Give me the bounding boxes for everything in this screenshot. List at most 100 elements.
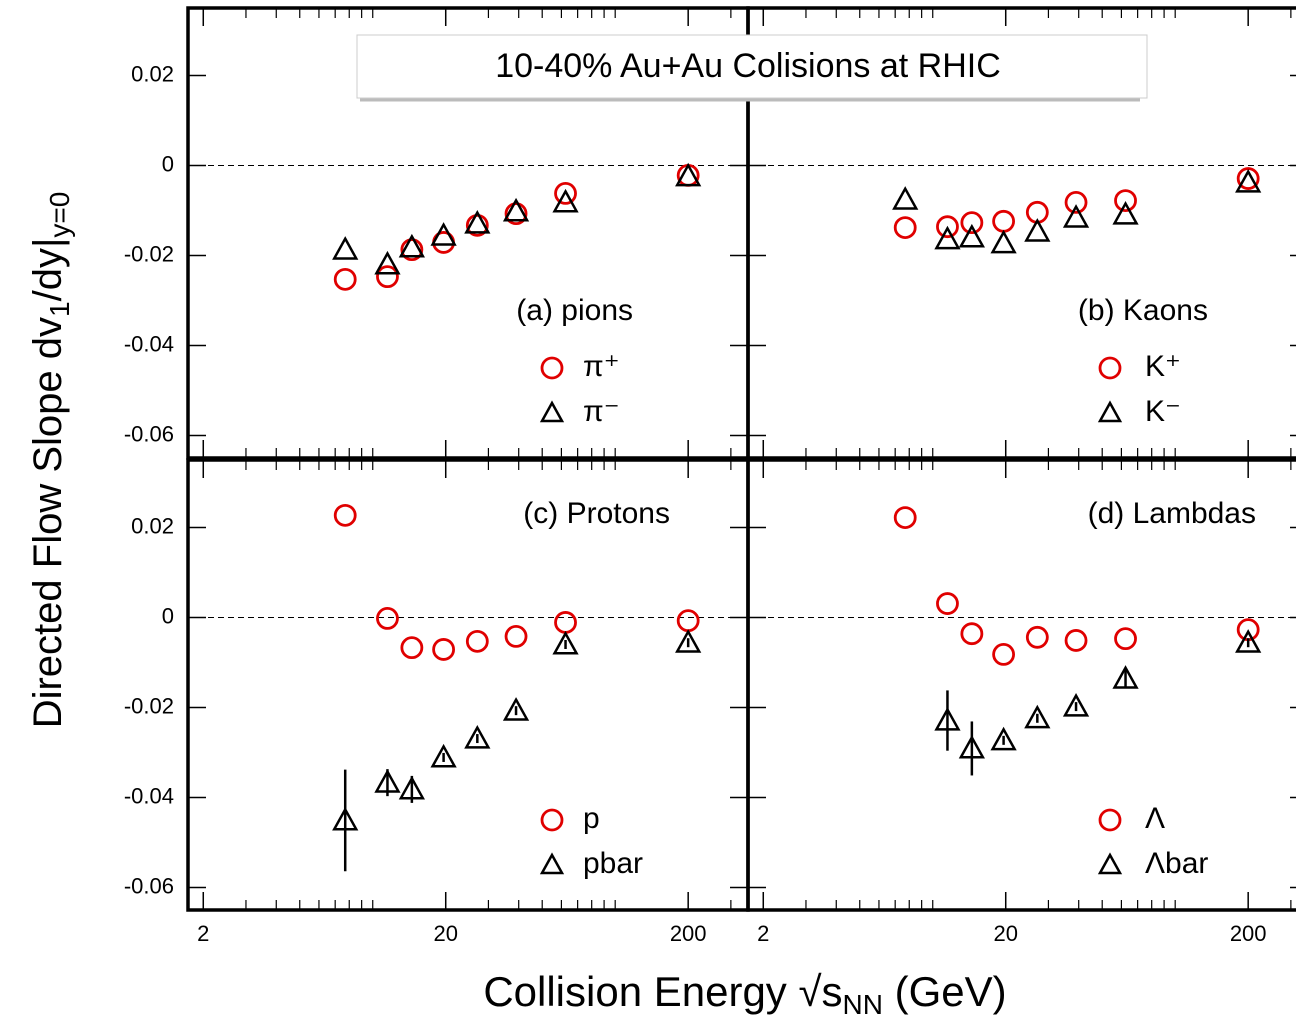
marker <box>465 213 489 237</box>
legend-label: π⁻ <box>583 395 620 428</box>
chart-title: 10-40% Au+Au Colisions at RHIC <box>495 47 1001 85</box>
marker <box>1062 204 1090 228</box>
y-tick-label: -0.04 <box>124 783 174 808</box>
marker <box>374 769 401 793</box>
marker <box>432 638 455 661</box>
marker <box>376 265 399 289</box>
x-tick-label: 20 <box>433 921 457 946</box>
marker <box>1236 167 1260 190</box>
marker <box>893 506 917 529</box>
y-tick-label: 0.02 <box>131 513 174 538</box>
marker <box>333 503 357 527</box>
marker <box>376 607 399 630</box>
legend-marker <box>1098 808 1122 832</box>
panel-frame <box>746 6 1296 460</box>
marker <box>960 622 984 646</box>
legend-marker <box>540 356 564 380</box>
x-label-part: Collision Energy √s <box>483 968 842 1015</box>
legend-item: K⁻ <box>1097 395 1181 428</box>
marker <box>1112 665 1139 689</box>
x-label-part: (GeV) <box>883 968 1007 1015</box>
marker <box>990 229 1017 254</box>
marker <box>502 197 530 222</box>
marker <box>333 267 357 291</box>
marker <box>554 611 577 634</box>
legend-marker <box>1097 400 1123 423</box>
marker <box>1064 190 1088 214</box>
marker <box>936 592 959 615</box>
marker <box>992 209 1015 233</box>
panel-label: (b) Kaons <box>1078 294 1208 327</box>
x-tick-label: 2 <box>757 921 769 946</box>
x-axis-label: Collision Energy √sNN (GeV) <box>483 968 1006 1020</box>
marker <box>1112 200 1139 225</box>
legend-marker <box>1098 356 1122 380</box>
panels: -0.06 -0.04 -0.02 0 0.02 (a) pions π⁺ π⁻ (b) Kao… <box>124 6 1296 946</box>
marker <box>502 697 530 721</box>
marker <box>934 706 961 731</box>
marker <box>1235 169 1262 193</box>
marker <box>464 209 491 234</box>
x-tick-label: 200 <box>1230 921 1267 946</box>
marker <box>332 806 359 831</box>
marker <box>1062 693 1090 717</box>
marker <box>1114 627 1137 651</box>
legend-label: K⁺ <box>1145 350 1181 383</box>
legend-marker <box>539 852 565 875</box>
marker <box>398 233 425 258</box>
title-box <box>356 34 1148 99</box>
y-label-part: Directed Flow Slope dv <box>26 317 70 728</box>
marker <box>465 629 489 653</box>
marker <box>1024 218 1051 242</box>
y-tick-label: 0.02 <box>131 61 174 86</box>
marker <box>675 162 702 187</box>
marker <box>552 630 579 655</box>
marker <box>552 188 579 213</box>
marker <box>936 215 959 239</box>
legend-item: π⁺ <box>540 350 620 383</box>
y-tick-label: 0 <box>162 151 174 176</box>
marker <box>958 734 985 759</box>
y-tick-label: -0.04 <box>124 331 174 356</box>
panel-frame <box>746 458 1296 912</box>
marker <box>430 743 457 768</box>
marker <box>398 775 425 800</box>
x-label-sub: NN <box>843 989 883 1020</box>
legend-item: p <box>540 802 600 835</box>
marker <box>504 202 528 226</box>
marker <box>332 236 359 260</box>
y-tick-label: -0.02 <box>124 241 174 266</box>
marker <box>1114 189 1137 213</box>
y-label-sub: y=0 <box>44 192 75 238</box>
marker <box>400 636 424 660</box>
legend-label: Λbar <box>1145 847 1208 880</box>
legend-label: K⁻ <box>1145 395 1181 428</box>
marker <box>1064 629 1088 652</box>
marker <box>1235 629 1262 653</box>
x-tick-label: 20 <box>993 921 1017 946</box>
panel-label: (a) pions <box>516 294 633 327</box>
marker <box>374 250 401 275</box>
legend-item: pbar <box>539 847 643 880</box>
legend-label: Λ <box>1145 802 1165 835</box>
marker <box>504 625 528 648</box>
y-tick-label: 0 <box>162 603 174 628</box>
marker <box>992 643 1015 666</box>
legend-label: pbar <box>583 847 643 880</box>
y-axis-label: Directed Flow Slope dv1/dy|y=0 <box>26 192 76 729</box>
marker <box>464 724 491 749</box>
legend-item: π⁻ <box>539 395 620 428</box>
marker <box>1024 704 1051 729</box>
legend-item: Λ <box>1098 802 1165 835</box>
y-tick-label: -0.02 <box>124 693 174 718</box>
marker <box>1025 625 1049 649</box>
panel-label: (d) Lambdas <box>1088 497 1256 530</box>
legend-marker <box>1097 852 1123 875</box>
marker <box>676 609 700 633</box>
marker <box>934 225 961 250</box>
y-label-part: /dy| <box>26 238 70 302</box>
legend-marker <box>539 400 565 423</box>
marker <box>892 186 919 210</box>
